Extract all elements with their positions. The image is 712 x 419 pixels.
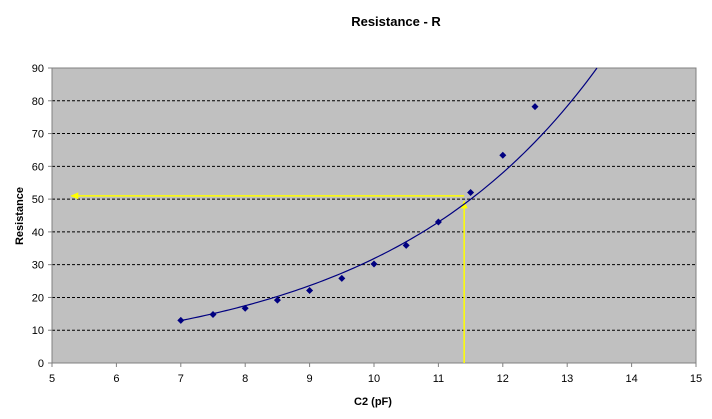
data-point: [370, 260, 378, 268]
horizontal-guide-arrowhead: [70, 192, 79, 200]
data-point: [241, 304, 249, 312]
x-tick-label: 10: [368, 373, 380, 385]
data-point: [209, 310, 217, 318]
chart-title: Resistance - R: [351, 14, 441, 29]
y-tick-label: 90: [32, 63, 44, 75]
y-tick-label: 30: [32, 260, 44, 272]
x-tick-label: 6: [113, 373, 119, 385]
x-tick-label: 9: [307, 373, 313, 385]
x-tick-label: 15: [690, 373, 702, 385]
trendline: [180, 67, 598, 322]
plot-area: [51, 67, 697, 364]
y-axis-label: Resistance: [14, 187, 26, 245]
data-point: [467, 189, 475, 197]
x-tick-label: 12: [497, 373, 509, 385]
y-axis-ticks: 0 10 20 30 40 50 60 70 80 90: [32, 63, 52, 370]
x-tick-label: 5: [49, 373, 55, 385]
y-tick-label: 40: [32, 227, 44, 239]
x-tick-label: 11: [433, 373, 444, 385]
y-tick-label: 20: [32, 292, 44, 304]
data-point: [499, 151, 507, 159]
y-tick-label: 80: [32, 96, 44, 108]
x-tick-label: 14: [625, 373, 637, 385]
y-tick-label: 50: [32, 194, 44, 206]
y-tick-label: 0: [38, 358, 44, 370]
x-axis-label: C2 (pF): [354, 396, 392, 408]
y-tick-label: 70: [32, 129, 44, 141]
data-points: [177, 103, 539, 324]
data-point: [531, 103, 539, 111]
data-point: [402, 241, 410, 249]
x-axis-ticks: 5 6 7 8 9 10 11 12 13 14 15: [49, 363, 702, 385]
y-tick-label: 10: [32, 325, 44, 337]
y-tick-label: 60: [32, 161, 44, 173]
data-point: [273, 296, 281, 304]
x-tick-label: 7: [178, 373, 184, 385]
data-point: [338, 274, 346, 282]
x-tick-label: 8: [242, 373, 248, 385]
x-tick-label: 13: [561, 373, 573, 385]
data-point: [434, 218, 442, 226]
data-point: [177, 316, 185, 324]
data-point: [306, 287, 314, 295]
